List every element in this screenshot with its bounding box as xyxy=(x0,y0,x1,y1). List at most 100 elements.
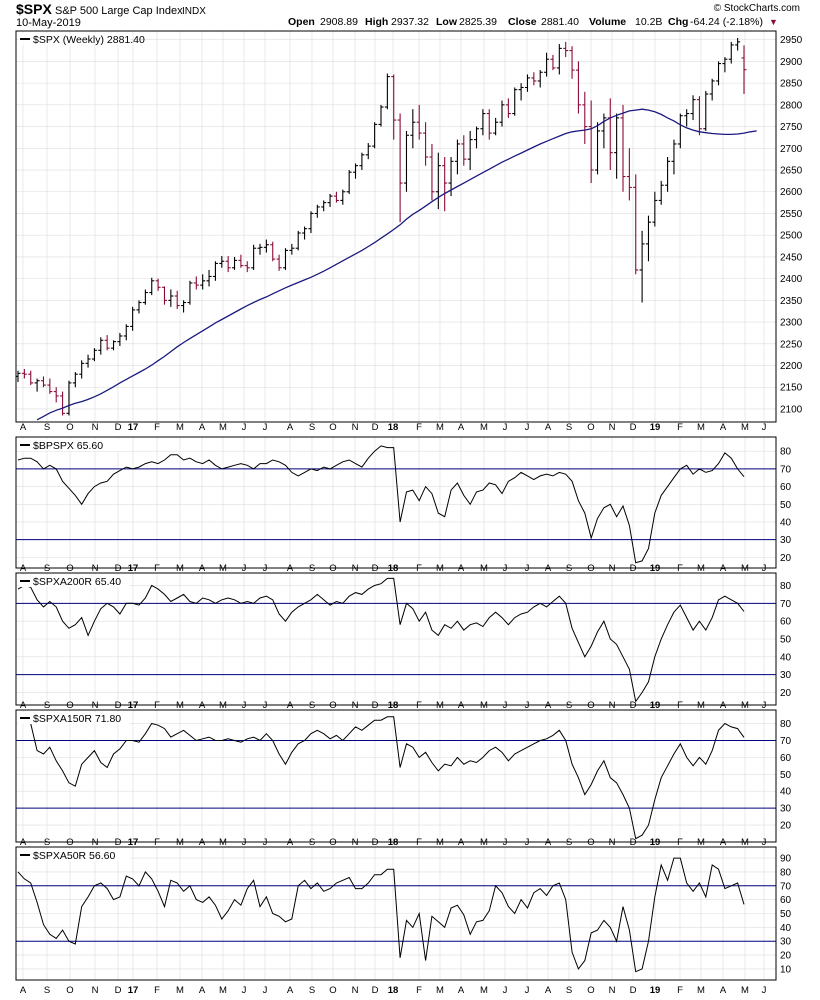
x-tick-label: O xyxy=(66,700,73,711)
x-tick-label: S xyxy=(566,563,572,574)
ohlc-bar xyxy=(531,72,537,86)
x-tick-label: A xyxy=(199,837,206,848)
ohlc-bar xyxy=(193,276,199,290)
y-tick-label: 2500 xyxy=(780,231,803,242)
x-tick-label: N xyxy=(352,422,359,433)
ohlc-bar xyxy=(111,340,117,351)
ohlc-bar xyxy=(340,189,346,205)
x-tick-label: 19 xyxy=(650,985,661,996)
x-tick-label: M xyxy=(176,700,184,711)
ohlc-bar xyxy=(626,148,632,201)
x-tick-label: A xyxy=(287,422,294,433)
x-tick-label: S xyxy=(309,422,315,433)
y-tick-label: 80 xyxy=(780,867,792,878)
x-tick-label: N xyxy=(92,700,99,711)
x-tick-label: A xyxy=(720,563,727,574)
ohlc-bar xyxy=(244,261,250,273)
x-tick-label: J xyxy=(525,985,530,996)
y-tick-label: 80 xyxy=(780,581,792,592)
ohlc-bar xyxy=(480,109,486,136)
x-tick-label: N xyxy=(92,985,99,996)
ohlc-bar xyxy=(47,378,53,394)
ohlc-bar xyxy=(524,74,530,92)
x-tick-label: M xyxy=(176,563,184,574)
x-tick-label: 19 xyxy=(650,422,661,433)
x-tick-label: A xyxy=(20,422,27,433)
x-tick-label: M xyxy=(480,422,488,433)
x-tick-label: J xyxy=(525,563,530,574)
x-tick-label: F xyxy=(154,563,160,574)
ohlc-bar xyxy=(493,117,499,136)
panel-title: $BPSPX 65.60 xyxy=(33,440,103,452)
x-tick-label: S xyxy=(309,700,315,711)
ohlc-bar xyxy=(314,204,320,218)
x-tick-label: A xyxy=(720,422,727,433)
x-tick-label: M xyxy=(697,985,705,996)
x-tick-label: J xyxy=(503,422,508,433)
x-tick-label: J xyxy=(503,700,508,711)
title-backdrop xyxy=(18,575,130,587)
ohlc-bar xyxy=(410,109,416,149)
x-tick-label: A xyxy=(545,563,552,574)
chg-down-arrow-icon: ▼ xyxy=(769,17,778,27)
ohlc-bar xyxy=(40,376,46,388)
x-tick-label: F xyxy=(416,563,422,574)
ohlc-bar xyxy=(499,100,505,127)
ohlc-bar xyxy=(544,52,550,77)
ohlc-bar xyxy=(595,122,601,175)
ohlc-bar xyxy=(537,70,543,88)
chg-label: Chg xyxy=(668,16,688,28)
x-tick-label: 17 xyxy=(128,837,139,848)
y-tick-label: 2350 xyxy=(780,296,803,307)
x-tick-label: M xyxy=(436,700,444,711)
ohlc-bar xyxy=(359,152,365,171)
ohlc-bar xyxy=(550,54,556,71)
ohlc-bar xyxy=(142,289,148,305)
x-tick-label: A xyxy=(720,837,727,848)
ohlc-bar xyxy=(123,324,129,341)
x-tick-label: J xyxy=(242,985,247,996)
x-tick-label: A xyxy=(287,985,294,996)
ohlc-bar xyxy=(321,200,327,212)
x-tick-label: 18 xyxy=(388,837,399,848)
ohlc-bar xyxy=(512,87,518,116)
x-tick-label: S xyxy=(44,563,50,574)
ohlc-bar xyxy=(251,244,257,270)
ohlc-bar xyxy=(238,254,244,268)
x-tick-label: D xyxy=(630,563,637,574)
ohlc-bar xyxy=(722,57,728,73)
x-tick-label: M xyxy=(741,837,749,848)
x-tick-label: O xyxy=(66,985,73,996)
ohlc-bar xyxy=(372,122,378,149)
x-tick-label: M xyxy=(480,700,488,711)
x-tick-label: M xyxy=(219,985,227,996)
ohlc-bar xyxy=(333,191,339,203)
y-tick-label: 2600 xyxy=(780,187,803,198)
ohlc-bar xyxy=(614,113,620,179)
ohlc-bar xyxy=(34,378,40,392)
ohlc-bar xyxy=(282,248,288,270)
x-tick-label: N xyxy=(609,700,616,711)
x-tick-label: F xyxy=(677,563,683,574)
x-tick-label: F xyxy=(677,700,683,711)
ohlc-bar xyxy=(295,230,301,251)
x-tick-label: 17 xyxy=(128,563,139,574)
volume-label: Volume xyxy=(589,16,626,28)
x-tick-label: O xyxy=(66,563,73,574)
x-tick-label: J xyxy=(263,837,268,848)
x-tick-label: N xyxy=(92,422,99,433)
x-tick-label: J xyxy=(263,563,268,574)
open-label: Open xyxy=(288,16,315,28)
x-tick-label: D xyxy=(372,700,379,711)
ohlc-bar xyxy=(149,277,155,296)
x-tick-label: A xyxy=(199,563,206,574)
x-tick-label: M xyxy=(480,837,488,848)
x-tick-label: J xyxy=(242,837,247,848)
symbol-description: S&P 500 Large Cap Index xyxy=(55,5,183,17)
ohlc-bar xyxy=(270,241,276,262)
ohlc-bar xyxy=(442,156,448,212)
y-tick-label: 60 xyxy=(780,617,792,628)
x-tick-label: F xyxy=(677,985,683,996)
x-tick-label: O xyxy=(329,563,336,574)
x-tick-label: O xyxy=(66,837,73,848)
